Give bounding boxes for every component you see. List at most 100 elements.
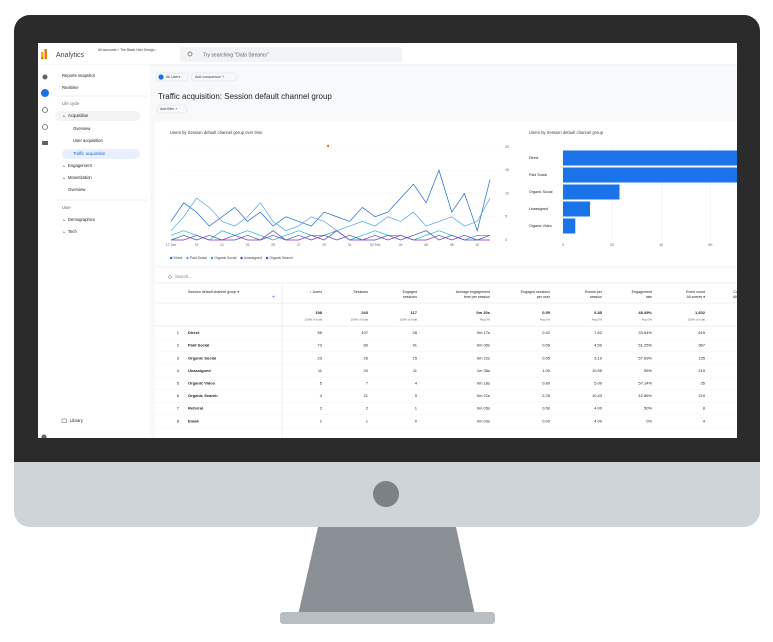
table-cell: 10.95: [592, 368, 603, 373]
table-cell: 8: [177, 418, 180, 423]
configure-icon[interactable]: [42, 141, 48, 145]
table-cell: 0m 18s: [477, 380, 490, 385]
annotation-marker[interactable]: [326, 144, 330, 148]
table-cell: 50%: [644, 406, 652, 411]
nav-item[interactable]: Overview: [73, 126, 91, 131]
y-tick-label: 0: [505, 238, 507, 242]
legend-label[interactable]: Organic Search: [269, 256, 293, 260]
x-tick-label: 23: [246, 243, 250, 247]
nav-item[interactable]: Tech: [68, 229, 78, 234]
x-tick-label: 60: [708, 243, 712, 247]
total-cell: Avg 0%: [480, 317, 491, 321]
search-box[interactable]: [180, 47, 402, 62]
table-search[interactable]: Search...: [175, 274, 192, 279]
total-cell: Avg 0%: [592, 317, 603, 321]
bar[interactable]: [563, 167, 742, 183]
column-header[interactable]: sessions: [403, 295, 417, 299]
column-header[interactable]: Event count: [686, 290, 705, 294]
column-header[interactable]: ↓ Users: [310, 290, 322, 294]
nav-item[interactable]: Library: [70, 418, 84, 423]
y-tick-label: 10: [505, 191, 509, 195]
column-header[interactable]: rate: [646, 295, 652, 299]
x-tick-label: 17 Jan: [166, 243, 176, 247]
nav-item[interactable]: User acquisition: [73, 138, 103, 143]
nav-item[interactable]: Engagement: [68, 163, 93, 168]
column-header[interactable]: Con: [733, 290, 740, 294]
column-header[interactable]: Sessions: [353, 290, 368, 294]
column-header[interactable]: Engagement: [632, 290, 652, 294]
table-cell: 0m 05s: [477, 343, 490, 348]
filter-chip[interactable]: [156, 104, 188, 114]
table-cell: 5.19: [594, 355, 603, 360]
home-icon[interactable]: [42, 74, 48, 80]
table-cell: Referral: [188, 406, 203, 411]
column-header[interactable]: time per session: [464, 295, 490, 299]
nav-item[interactable]: User: [62, 205, 71, 210]
nav-item[interactable]: Monetization: [68, 175, 92, 180]
x-tick-label: 06: [424, 243, 428, 247]
column-header[interactable]: Events per: [585, 290, 603, 294]
column-header[interactable]: Engaged sessions: [521, 290, 551, 294]
nav-item[interactable]: Realtime: [62, 85, 79, 90]
table-cell: 5: [177, 380, 180, 385]
nav-item[interactable]: Demographics: [68, 217, 95, 222]
segment-chip[interactable]: [155, 72, 189, 82]
nav-item[interactable]: Reports snapshot: [62, 73, 96, 78]
app-name: Analytics: [56, 52, 85, 59]
table-cell: 7.62: [594, 330, 603, 335]
legend-label[interactable]: Paid Social: [190, 256, 207, 260]
table-cell: 5.00: [594, 380, 603, 385]
nav-item[interactable]: Life cycle: [62, 101, 80, 106]
table-cell: 5: [320, 380, 323, 385]
x-tick-label: 10: [475, 243, 479, 247]
nav-item[interactable]: Overview: [68, 187, 86, 192]
settings-icon[interactable]: [41, 434, 47, 440]
bar[interactable]: [563, 201, 591, 217]
column-header[interactable]: All events ▾: [687, 295, 706, 299]
x-tick-label: 20: [610, 243, 614, 247]
compare-chip[interactable]: [190, 72, 238, 82]
table-cell: 85: [318, 330, 323, 335]
total-cell: 6.85: [594, 310, 603, 315]
table-cell: 0m 22s: [477, 355, 490, 360]
total-cell: Avg 0%: [540, 317, 551, 321]
table-cell: 4.59: [594, 343, 603, 348]
nav-item[interactable]: Traffic acquisition: [73, 151, 106, 156]
table-cell: 6: [177, 393, 180, 398]
column-header[interactable]: All e: [733, 295, 740, 299]
breadcrumb[interactable]: All accounts > The Black Hole Design...: [98, 48, 157, 52]
column-header[interactable]: Engaged: [403, 290, 417, 294]
table-cell: 28: [413, 330, 418, 335]
nav-item[interactable]: Acquisition: [68, 113, 89, 118]
bar[interactable]: [563, 150, 772, 166]
x-tick-label: 19: [195, 243, 199, 247]
legend-label[interactable]: Organic Social: [214, 256, 236, 260]
bar[interactable]: [563, 218, 576, 234]
column-header[interactable]: Session default channel group ▾: [188, 290, 239, 294]
reports-icon[interactable]: [41, 89, 49, 97]
table-cell: 42.86%: [638, 393, 652, 398]
icon-rail: [38, 65, 52, 438]
y-tick-label: Organic Social: [529, 190, 553, 194]
legend-label[interactable]: Direct: [174, 256, 183, 260]
legend-label[interactable]: Unassigned: [244, 256, 262, 260]
column-header[interactable]: Average engagement: [456, 290, 490, 294]
table-cell: 107: [361, 330, 368, 335]
table-cell: 0m 21s: [477, 393, 490, 398]
advertising-icon[interactable]: [42, 124, 48, 130]
table-cell: 0m 05s: [477, 406, 490, 411]
table-cell: 7: [366, 380, 369, 385]
legend-swatch: [210, 256, 214, 260]
table-cell: 2: [366, 406, 369, 411]
table-cell: 20: [364, 368, 369, 373]
table-cell: 135: [698, 355, 705, 360]
x-tick-label: 21: [220, 243, 224, 247]
page-title: Traffic acquisition: Session default cha…: [158, 92, 332, 101]
explore-icon[interactable]: [42, 107, 48, 113]
x-tick-label: 31: [348, 243, 352, 247]
bar[interactable]: [563, 184, 620, 200]
column-header[interactable]: +: [272, 294, 275, 300]
column-header[interactable]: per user: [537, 295, 551, 299]
column-header[interactable]: session: [590, 295, 602, 299]
x-tick-label: 29: [322, 243, 326, 247]
